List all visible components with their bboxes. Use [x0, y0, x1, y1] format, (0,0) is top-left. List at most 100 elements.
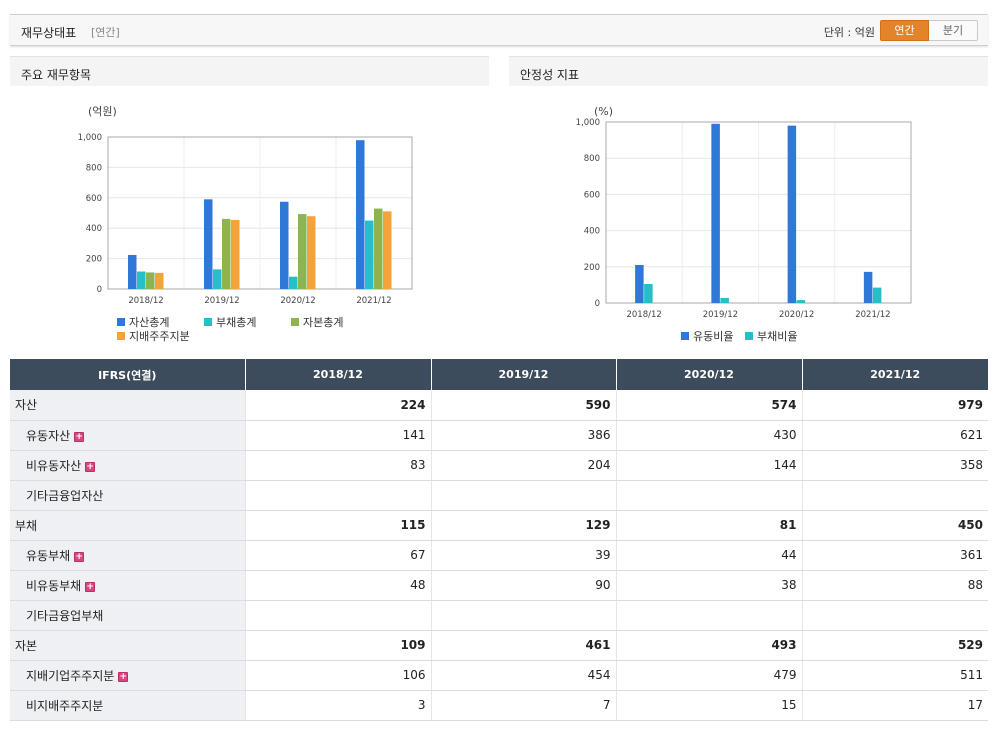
row-label: 비지배주주지분	[26, 698, 104, 713]
balance-sheet-table: IFRS(연결) 2018/12 2019/12 2020/12 2021/12 자산 2…	[10, 359, 988, 721]
y-tick-label: 1,000	[78, 133, 102, 143]
bar-유동비율	[635, 264, 644, 303]
bar-자본총계	[374, 208, 383, 289]
bar-부채총계	[213, 269, 222, 289]
value-cell: 361	[801, 540, 988, 571]
value-cell: 386	[430, 420, 616, 451]
column-header-period: 2018/12	[244, 359, 431, 390]
value-cell: 574	[615, 390, 802, 421]
value-cell: 129	[430, 510, 616, 541]
expand-icon[interactable]: +	[85, 461, 96, 472]
bar-유동비율	[863, 271, 873, 303]
row-label-cell: 기타금융업자산	[10, 480, 245, 511]
quarter-button[interactable]: 분기	[929, 20, 978, 41]
row-label-cell: 비유동자산 +	[10, 450, 245, 481]
table-row: 자산 224 590 574 979	[10, 390, 988, 421]
y-tick-label: 200	[584, 263, 600, 273]
bar-자산총계	[280, 201, 289, 289]
stability-title: 안정성 지표	[509, 56, 988, 86]
bar-지배주주지분	[383, 211, 392, 289]
row-label: 비유동부채	[26, 578, 82, 593]
value-cell: 479	[615, 660, 802, 691]
legend-swatch	[745, 332, 753, 340]
y-tick-label: 0	[595, 299, 600, 309]
value-cell: 90	[430, 570, 616, 601]
value-cell: 7	[430, 690, 616, 721]
x-tick-label: 2020/12	[280, 296, 315, 306]
plot-frame	[605, 121, 912, 304]
y-tick-label: 0	[97, 285, 102, 295]
expand-icon[interactable]: +	[74, 551, 85, 562]
legend-swatch	[291, 318, 299, 326]
main-items-title: 주요 재무항목	[10, 56, 489, 86]
bar-자본총계	[298, 214, 307, 289]
value-cell: 493	[615, 630, 802, 661]
expand-icon[interactable]: +	[74, 431, 85, 442]
value-cell	[430, 600, 616, 631]
bar-부채총계	[289, 276, 298, 289]
bar-지배주주지분	[155, 272, 164, 289]
table-row: 기타금융업자산	[10, 480, 988, 511]
row-label-cell: 자본	[10, 630, 245, 661]
value-cell: 67	[244, 540, 431, 571]
x-tick-label: 2019/12	[703, 310, 738, 320]
bar-부채비율	[644, 283, 653, 303]
row-label: 유동부채	[26, 548, 71, 563]
row-label: 자본	[15, 638, 38, 653]
value-cell: 450	[801, 510, 988, 541]
column-header-basis: IFRS(연결)	[10, 359, 245, 390]
value-cell: 979	[801, 390, 988, 421]
y-tick-label: 800	[584, 154, 600, 164]
row-label: 기타금융업부채	[26, 608, 104, 623]
value-cell: 3	[244, 690, 431, 721]
stability-panel: 안정성 지표 (%) 0 200 400 600 800 1,000 2018/12 2019/…	[509, 56, 988, 356]
table-row: 비유동부채 +48 90 38 88	[10, 570, 988, 601]
row-label-cell: 비유동부채 +	[10, 570, 245, 601]
legend-label: 지배주주지분	[129, 330, 190, 343]
value-cell	[244, 600, 431, 631]
row-label-cell: 부채	[10, 510, 245, 541]
table-row: 지배기업주주지분 +106 454 479 511	[10, 660, 988, 691]
value-cell: 461	[430, 630, 616, 661]
main-items-panel: 주요 재무항목 (억원) 0 200 400 600 800 1,000 2018/12 201…	[10, 56, 489, 356]
legend-label: 자산총계	[129, 316, 169, 329]
value-cell: 590	[430, 390, 616, 421]
annual-button[interactable]: 연간	[880, 20, 929, 41]
y-tick-label: 600	[584, 190, 600, 200]
table-row: 기타금융업부채	[10, 600, 988, 631]
value-cell: 529	[801, 630, 988, 661]
value-cell: 454	[430, 660, 616, 691]
value-cell: 358	[801, 450, 988, 481]
y-tick-label: 1,000	[576, 118, 600, 128]
table-row: 비지배주주지분 3 7 15 17	[10, 690, 988, 721]
table-row: 자본 109 461 493 529	[10, 630, 988, 661]
row-label: 유동자산	[26, 428, 71, 443]
bar-자본총계	[146, 272, 155, 289]
value-cell: 109	[244, 630, 431, 661]
table-row: 유동자산 +141 386 430 621	[10, 420, 988, 451]
legend-swatch	[681, 332, 689, 340]
bar-부채비율	[720, 297, 729, 303]
value-cell	[430, 480, 616, 511]
legend-label: 유동비율	[693, 330, 733, 343]
expand-icon[interactable]: +	[118, 671, 129, 682]
x-tick-label: 2019/12	[204, 296, 239, 306]
legend-label: 자본총계	[303, 316, 343, 329]
y-tick-label: 400	[584, 227, 600, 237]
section-title: 재무상태표	[21, 26, 77, 40]
row-label-cell: 유동자산 +	[10, 420, 245, 451]
value-cell: 38	[615, 570, 802, 601]
y-tick-label: 800	[86, 163, 102, 173]
table-header-row: IFRS(연결) 2018/12 2019/12 2020/12 2021/12	[10, 359, 988, 390]
expand-icon[interactable]: +	[85, 581, 96, 592]
y-tick-label: 400	[86, 224, 102, 234]
row-label: 비유동자산	[26, 458, 82, 473]
value-cell: 224	[244, 390, 431, 421]
bar-부채총계	[365, 220, 374, 289]
unit-label: 단위 : 억원	[823, 26, 875, 39]
legend-swatch	[117, 332, 125, 340]
legend-swatch	[117, 318, 125, 326]
y-tick-label: 600	[86, 194, 102, 204]
table-row: 비유동자산 +83 204 144 358	[10, 450, 988, 481]
value-cell	[615, 600, 802, 631]
